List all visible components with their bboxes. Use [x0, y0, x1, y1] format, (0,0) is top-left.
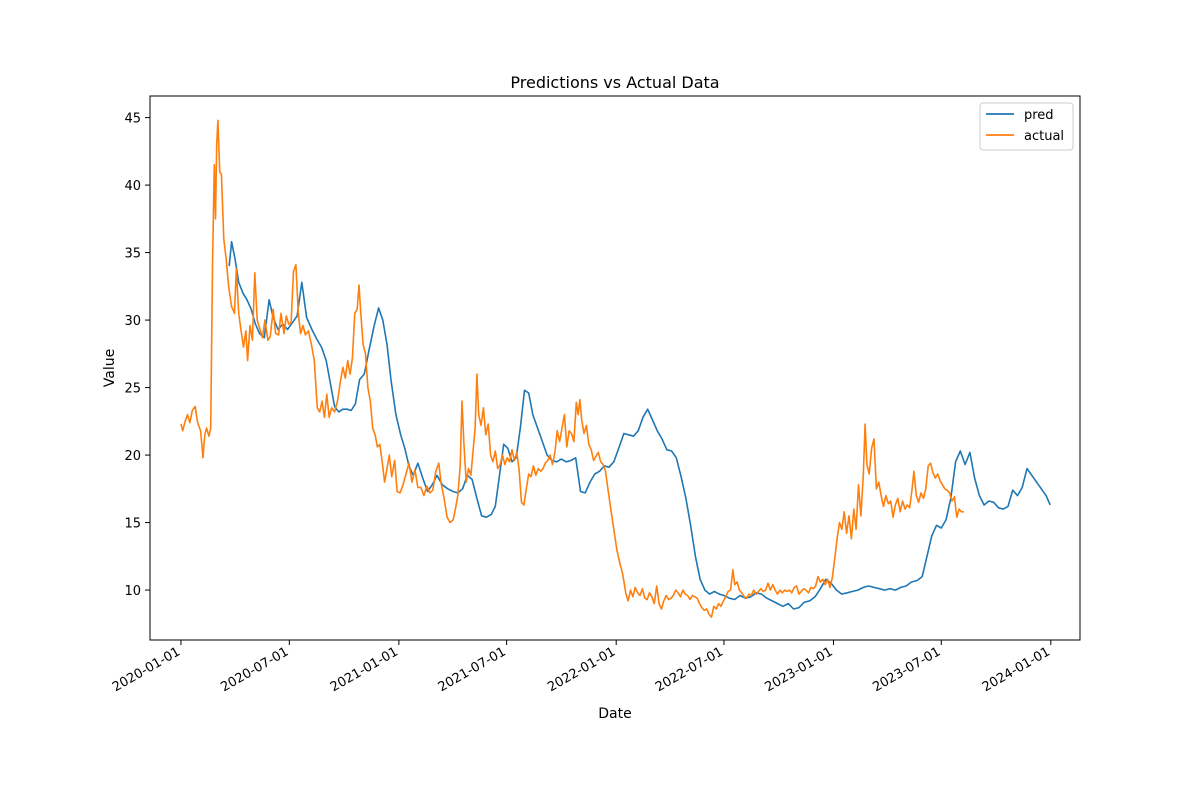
y-tick-label: 15 [124, 517, 141, 532]
y-axis-label: Value [102, 349, 118, 387]
x-axis-label: Date [598, 706, 631, 722]
legend-label-pred: pred [1024, 108, 1054, 123]
y-tick-label: 45 [124, 112, 141, 127]
y-tick-label: 10 [124, 584, 141, 599]
legend-label-actual: actual [1024, 129, 1064, 144]
series-layer [180, 119, 1051, 618]
plot-area-frame [149, 95, 1081, 641]
chart-legend: pred actual [979, 102, 1074, 151]
y-tick-label: 35 [124, 247, 141, 262]
y-tick-label: 25 [124, 382, 141, 397]
chart-title: Predictions vs Actual Data [510, 73, 719, 92]
y-tick-label: 40 [124, 179, 141, 194]
y-tick-label: 30 [124, 314, 141, 329]
y-tick-label: 20 [124, 449, 141, 464]
series-line-pred [228, 241, 1051, 610]
y-axis: 10 15 20 25 30 35 40 45 [124, 112, 150, 599]
series-line-actual [180, 119, 964, 618]
